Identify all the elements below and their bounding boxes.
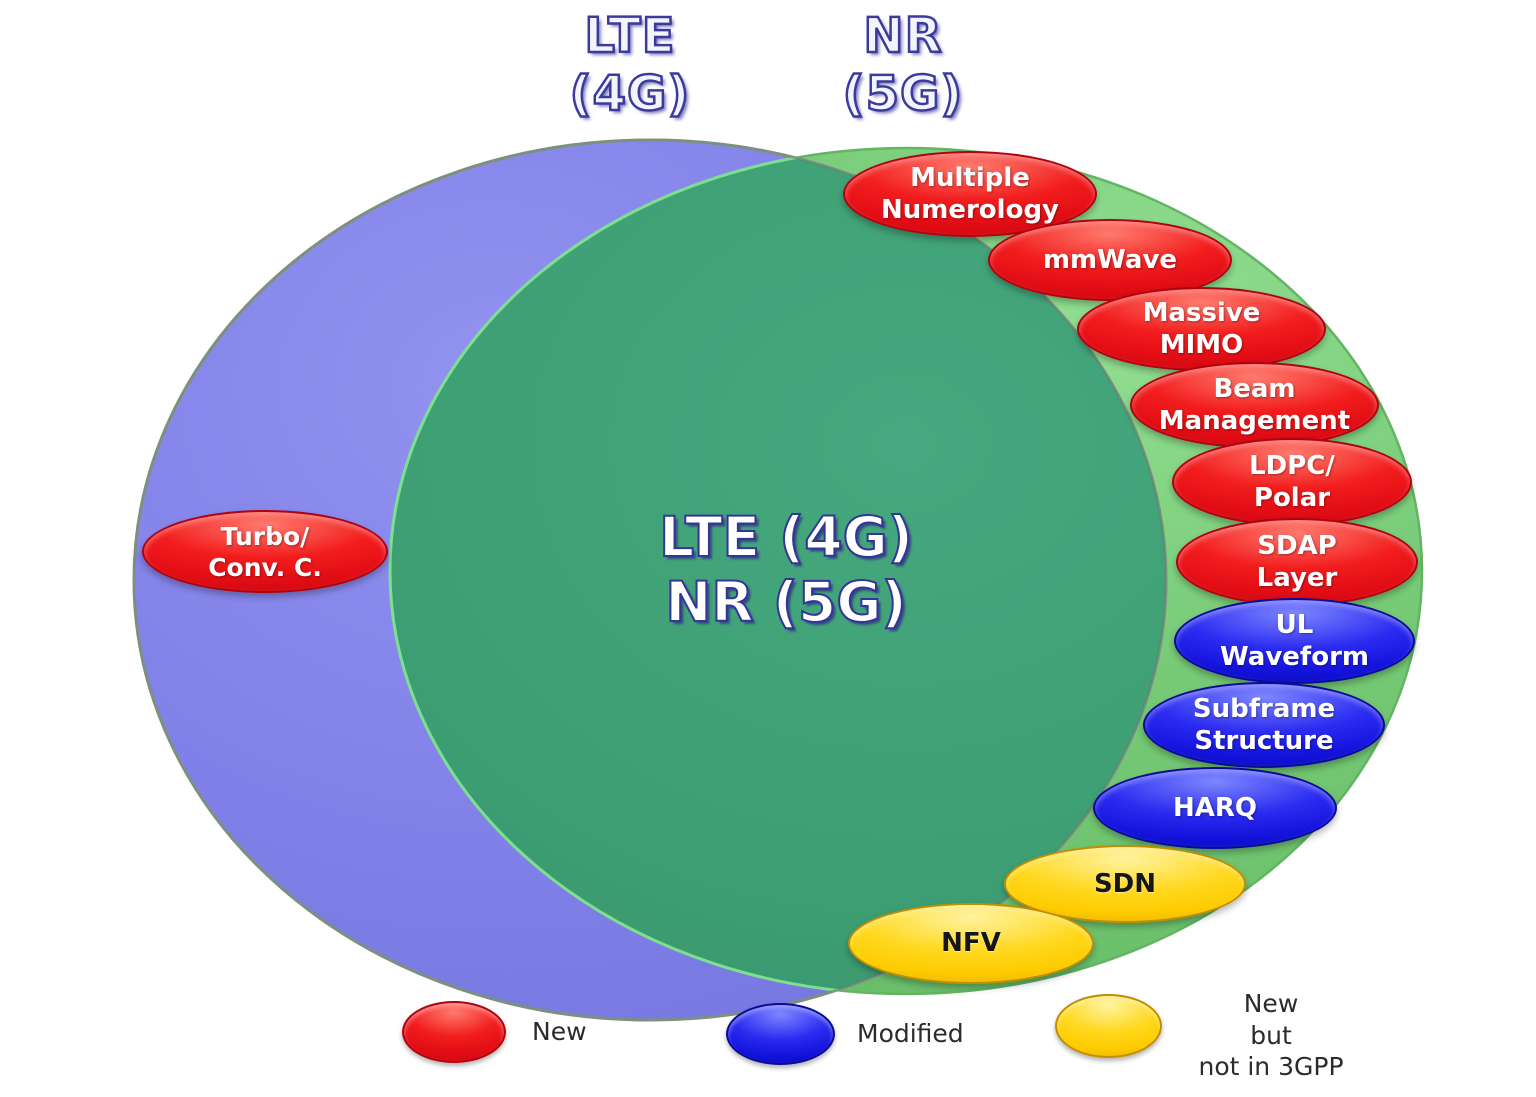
new-swatch-icon xyxy=(402,1001,506,1063)
lte-set-title: LTE (4G) xyxy=(568,7,691,123)
legend-label-new: New xyxy=(532,1017,587,1047)
feature-subframe-structure: Subframe Structure xyxy=(1143,682,1385,768)
feature-sdap-layer: SDAP Layer xyxy=(1176,518,1418,606)
legend-label-modified: Modified xyxy=(857,1019,964,1049)
feature-ul-waveform: UL Waveform xyxy=(1174,598,1415,684)
intersection-label: LTE (4G) NR (5G) xyxy=(658,504,914,635)
legend-item-modified: Modified xyxy=(726,1003,964,1065)
feature-massive-mimo: Massive MIMO xyxy=(1077,287,1326,371)
new-not-in-3gpp-swatch-icon xyxy=(1055,994,1162,1058)
feature-beam-management: Beam Management xyxy=(1130,362,1379,448)
lte-outline xyxy=(132,138,1168,1022)
feature-ldpc-polar: LDPC/ Polar xyxy=(1172,438,1412,526)
nr-set-title: NR (5G) xyxy=(841,7,964,123)
feature-nfv: NFV xyxy=(848,903,1094,984)
modified-swatch-icon xyxy=(726,1003,835,1065)
legend-item-new-not-in-3gpp: New but not in 3GPP xyxy=(1055,988,1366,1083)
feature-turbo-conv-c: Turbo/ Conv. C. xyxy=(142,510,388,593)
legend-label-new-not-in-3gpp: New but not in 3GPP xyxy=(1198,989,1344,1081)
feature-harq: HARQ xyxy=(1093,767,1337,849)
legend-item-new: New xyxy=(402,1001,587,1063)
